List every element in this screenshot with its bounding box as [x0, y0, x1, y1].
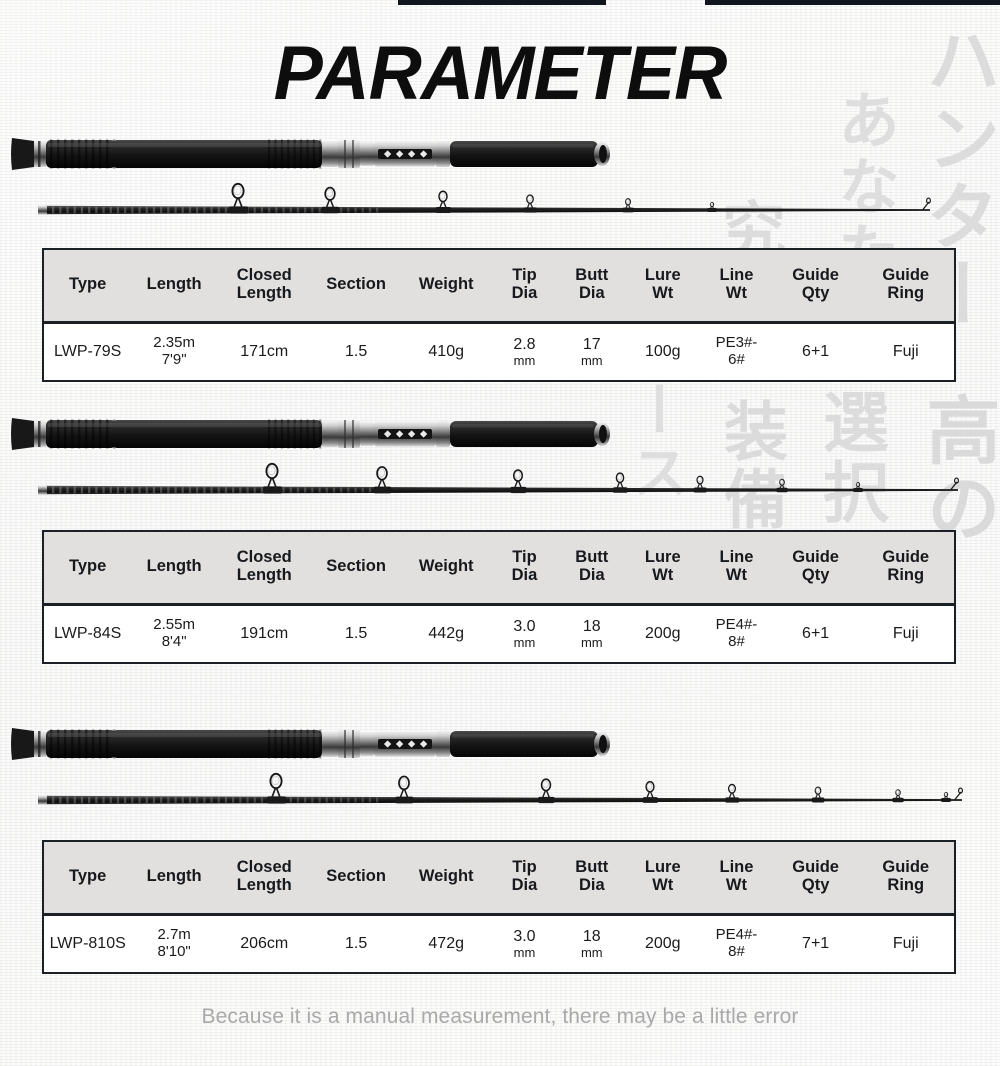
top-edge-bar-right — [705, 0, 1000, 5]
col-header-lure-wt: Lure Wt — [626, 532, 700, 606]
table-row: LWP-79S 2.35m 7'9" 171cm 1.5 410g 2.8 mm 1… — [44, 322, 954, 380]
spec-table-2: Type Length Closed Length Section Weight … — [42, 530, 956, 664]
col-header-guide-qty: Guide Qty — [773, 532, 858, 606]
cell-tip-dia: 2.8 mm — [491, 322, 558, 380]
cell-section: 1.5 — [311, 322, 401, 380]
col-header-guide-ring: Guide Ring — [857, 250, 954, 324]
cell-closed-length: 206cm — [216, 914, 312, 972]
col-header-tip-dia: Tip Dia — [491, 842, 558, 916]
cell-weight: 410g — [400, 322, 492, 380]
cell-section: 1.5 — [311, 604, 401, 662]
cell-type: LWP-84S — [44, 604, 132, 662]
page-title: PARAMETER — [273, 31, 728, 116]
col-header-closed-length: Closed Length — [216, 842, 312, 916]
col-header-closed-length: Closed Length — [216, 532, 312, 606]
col-header-line-wt: Line Wt — [699, 842, 774, 916]
cell-line-wt: PE4#- 8# — [699, 604, 774, 662]
col-header-butt-dia: Butt Dia — [557, 532, 627, 606]
cell-closed-length: 171cm — [216, 322, 312, 380]
col-header-type: Type — [44, 250, 132, 324]
col-header-tip-dia: Tip Dia — [491, 532, 558, 606]
cell-guide-ring: Fuji — [857, 914, 954, 972]
cell-lure-wt: 200g — [626, 914, 700, 972]
cell-lure-wt: 100g — [626, 322, 700, 380]
cell-length: 2.7m 8'10" — [131, 914, 217, 972]
cell-length: 2.35m 7'9" — [131, 322, 217, 380]
col-header-length: Length — [131, 250, 217, 324]
cell-length: 2.55m 8'4" — [131, 604, 217, 662]
col-header-guide-ring: Guide Ring — [857, 532, 954, 606]
table-header-row: Type Length Closed Length Section Weight … — [44, 842, 954, 916]
col-header-weight: Weight — [400, 842, 492, 916]
col-header-lure-wt: Lure Wt — [626, 842, 700, 916]
col-header-weight: Weight — [400, 250, 492, 324]
table-header-row: Type Length Closed Length Section Weight … — [44, 250, 954, 324]
cell-guide-qty: 6+1 — [773, 604, 858, 662]
cell-closed-length: 191cm — [216, 604, 312, 662]
cell-type: LWP-810S — [44, 914, 132, 972]
col-header-section: Section — [311, 250, 401, 324]
table-header-row: Type Length Closed Length Section Weight … — [44, 532, 954, 606]
cell-weight: 472g — [400, 914, 492, 972]
col-header-section: Section — [311, 532, 401, 606]
col-header-type: Type — [44, 532, 132, 606]
col-header-butt-dia: Butt Dia — [557, 842, 627, 916]
spec-table-3: Type Length Closed Length Section Weight … — [42, 840, 956, 974]
col-header-lure-wt: Lure Wt — [626, 250, 700, 324]
col-header-section: Section — [311, 842, 401, 916]
col-header-tip-dia: Tip Dia — [491, 250, 558, 324]
cell-weight: 442g — [400, 604, 492, 662]
fishing-rod-image-2 — [0, 408, 1000, 508]
cell-guide-qty: 7+1 — [773, 914, 858, 972]
table-row: LWP-84S 2.55m 8'4" 191cm 1.5 442g 3.0 mm 1… — [44, 604, 954, 662]
col-header-line-wt: Line Wt — [699, 532, 774, 606]
fishing-rod-image-3 — [0, 718, 1000, 818]
spec-table-1: Type Length Closed Length Section Weight … — [42, 248, 956, 382]
col-header-guide-ring: Guide Ring — [857, 842, 954, 916]
cell-type: LWP-79S — [44, 322, 132, 380]
cell-butt-dia: 18 mm — [557, 604, 627, 662]
col-header-length: Length — [131, 842, 217, 916]
cell-guide-ring: Fuji — [857, 604, 954, 662]
col-header-closed-length: Closed Length — [216, 250, 312, 324]
cell-butt-dia: 18 mm — [557, 914, 627, 972]
cell-tip-dia: 3.0 mm — [491, 914, 558, 972]
col-header-type: Type — [44, 842, 132, 916]
col-header-guide-qty: Guide Qty — [773, 842, 858, 916]
cell-section: 1.5 — [311, 914, 401, 972]
cell-guide-qty: 6+1 — [773, 322, 858, 380]
cell-lure-wt: 200g — [626, 604, 700, 662]
col-header-guide-qty: Guide Qty — [773, 250, 858, 324]
col-header-line-wt: Line Wt — [699, 250, 774, 324]
table-row: LWP-810S 2.7m 8'10" 206cm 1.5 472g 3.0 mm … — [44, 914, 954, 972]
fishing-rod-image-1 — [0, 128, 1000, 228]
cell-line-wt: PE4#- 8# — [699, 914, 774, 972]
col-header-length: Length — [131, 532, 217, 606]
cell-butt-dia: 17 mm — [557, 322, 627, 380]
col-header-weight: Weight — [400, 532, 492, 606]
col-header-butt-dia: Butt Dia — [557, 250, 627, 324]
cell-line-wt: PE3#- 6# — [699, 322, 774, 380]
top-edge-bar-left — [398, 0, 606, 5]
cell-guide-ring: Fuji — [857, 322, 954, 380]
cell-tip-dia: 3.0 mm — [491, 604, 558, 662]
measurement-disclaimer: Because it is a manual measurement, ther… — [201, 1005, 799, 1028]
